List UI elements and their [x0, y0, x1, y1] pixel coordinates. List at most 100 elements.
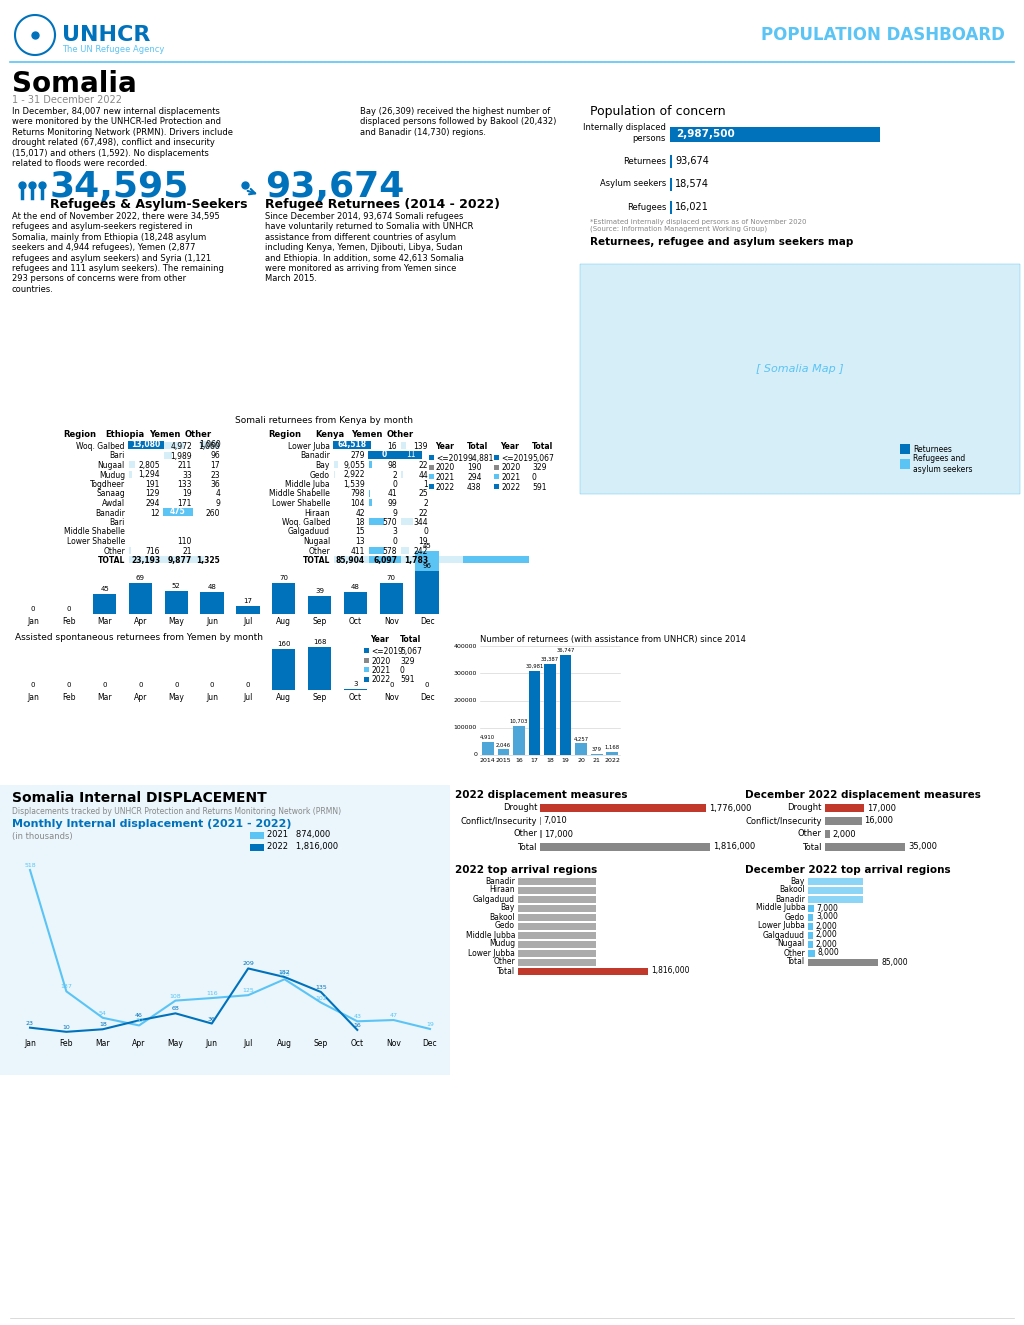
Text: 17,000: 17,000: [867, 803, 896, 812]
Text: Other: Other: [103, 546, 125, 555]
Bar: [164, 452, 172, 458]
Text: Asylum seekers: Asylum seekers: [600, 179, 666, 188]
Text: Lower Jubba: Lower Jubba: [468, 949, 515, 958]
Text: 0: 0: [389, 682, 393, 688]
Text: 69: 69: [136, 575, 145, 580]
Text: 16: 16: [353, 1023, 361, 1028]
Text: 2022: 2022: [604, 758, 621, 763]
Bar: [272, 649, 295, 690]
Text: May: May: [168, 693, 184, 702]
Text: Internally displaced
persons: Internally displaced persons: [583, 123, 666, 143]
Text: 211: 211: [178, 461, 193, 470]
Text: 0: 0: [174, 682, 178, 688]
Text: 16: 16: [387, 443, 397, 450]
Text: 2: 2: [423, 500, 428, 507]
Text: Mudug: Mudug: [488, 939, 515, 949]
Text: Aug: Aug: [276, 617, 291, 625]
Text: Mudug: Mudug: [99, 470, 125, 480]
Text: Bakool: Bakool: [489, 913, 515, 921]
Text: Returnees, refugee and asylum seekers map: Returnees, refugee and asylum seekers ma…: [590, 237, 853, 246]
Text: 45: 45: [100, 586, 109, 592]
Text: 12: 12: [151, 509, 160, 518]
Text: 2022 top arrival regions: 2022 top arrival regions: [455, 865, 597, 874]
Text: 21: 21: [182, 546, 193, 555]
Text: 99: 99: [387, 500, 397, 507]
Text: 591: 591: [400, 676, 415, 685]
Bar: [272, 583, 295, 613]
Text: 94,881: 94,881: [467, 454, 494, 462]
Text: Banadir: Banadir: [95, 509, 125, 518]
Text: Gedo: Gedo: [310, 470, 330, 480]
Text: 1,294: 1,294: [138, 470, 160, 480]
Text: 22: 22: [419, 461, 428, 470]
Text: Assisted spontaneous returnees from Yemen by month: Assisted spontaneous returnees from Yeme…: [15, 633, 263, 643]
Text: 11: 11: [407, 451, 416, 458]
Text: 344: 344: [414, 518, 428, 527]
Bar: [518, 950, 596, 957]
Bar: [129, 470, 132, 477]
Bar: [308, 647, 331, 690]
Bar: [129, 546, 131, 554]
Bar: [164, 443, 184, 449]
Text: 1,060: 1,060: [199, 440, 221, 449]
Text: 329: 329: [400, 656, 415, 665]
Bar: [429, 465, 434, 469]
Text: Sep: Sep: [313, 1039, 328, 1048]
Text: Mar: Mar: [97, 693, 112, 702]
Text: Jan: Jan: [27, 693, 39, 702]
Text: Dec: Dec: [423, 1039, 437, 1048]
Text: Total: Total: [517, 843, 537, 852]
Text: Dec: Dec: [420, 617, 434, 625]
Text: Nov: Nov: [384, 617, 398, 625]
Text: 18,574: 18,574: [675, 179, 709, 189]
Text: Total: Total: [532, 443, 553, 450]
Bar: [344, 592, 367, 613]
Text: 260: 260: [206, 509, 220, 518]
Bar: [808, 924, 813, 930]
Text: Middle Juba: Middle Juba: [286, 480, 330, 489]
Text: Refugees: Refugees: [627, 203, 666, 212]
Text: 36,747: 36,747: [556, 648, 574, 653]
Text: 190: 190: [467, 464, 481, 473]
Text: 108: 108: [170, 994, 181, 999]
Text: 45: 45: [423, 542, 431, 549]
Text: Apr: Apr: [132, 1039, 145, 1048]
Text: 7,000: 7,000: [817, 904, 839, 913]
Text: 1,816,000: 1,816,000: [651, 966, 689, 975]
Text: 182: 182: [279, 970, 291, 975]
Bar: [825, 829, 829, 837]
Bar: [416, 571, 438, 613]
Text: Bay: Bay: [315, 461, 330, 470]
Text: Jul: Jul: [244, 1039, 253, 1048]
Text: 104: 104: [350, 500, 365, 507]
Text: 9: 9: [215, 500, 220, 507]
Text: 0: 0: [381, 451, 387, 458]
Bar: [560, 655, 571, 755]
Text: Oct: Oct: [349, 693, 361, 702]
Text: 137: 137: [60, 984, 73, 990]
Text: 0: 0: [392, 480, 397, 489]
Text: 33,387: 33,387: [541, 657, 559, 662]
Text: 294: 294: [467, 473, 481, 482]
Text: 1,168: 1,168: [604, 745, 620, 750]
Text: 70: 70: [280, 575, 288, 580]
Bar: [808, 914, 813, 921]
Text: 798: 798: [350, 489, 365, 498]
Bar: [825, 843, 905, 851]
Text: 0: 0: [102, 682, 106, 688]
Bar: [369, 489, 370, 497]
Bar: [808, 886, 863, 894]
Bar: [250, 832, 264, 839]
Text: 0: 0: [532, 473, 537, 482]
Text: 5,067: 5,067: [532, 454, 554, 462]
Text: 1,783: 1,783: [403, 556, 428, 564]
Text: 3,000: 3,000: [816, 913, 838, 921]
Text: 2020: 2020: [371, 656, 390, 665]
Text: 17: 17: [210, 461, 220, 470]
Bar: [401, 443, 406, 449]
Text: 125: 125: [243, 988, 254, 994]
Text: Other: Other: [184, 431, 212, 439]
Text: 2022: 2022: [371, 676, 390, 685]
Bar: [808, 878, 863, 885]
Text: Sep: Sep: [312, 693, 327, 702]
